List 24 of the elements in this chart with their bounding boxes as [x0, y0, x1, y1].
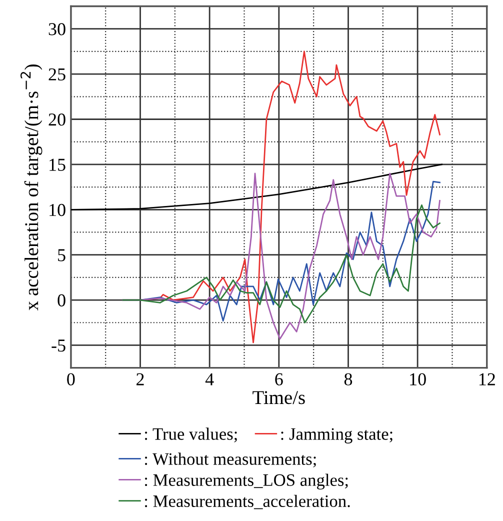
legend-label: : Jamming state;: [281, 428, 392, 444]
y-axis-title: x acceleration of target/(m·s$^{−2}$): [20, 64, 42, 310]
x-tick-label: 12: [479, 373, 495, 386]
legend-label: : Measurements_LOS angles;: [145, 474, 348, 490]
x-tick-label: 4: [205, 373, 214, 386]
y-tick-label: 0: [58, 294, 66, 306]
y-tick-label: 5: [58, 249, 66, 262]
y-tick-label: 10: [50, 204, 66, 216]
y-tick-label: 30: [48, 23, 66, 36]
x-axis-title: Time/s: [252, 391, 305, 404]
x-tick-label: 10: [410, 373, 426, 386]
legend-label: : True values;: [145, 428, 237, 442]
y-tick-label: 15: [50, 158, 66, 171]
x-tick-label: 0: [67, 373, 75, 386]
y-tick-label: 25: [48, 68, 66, 80]
x-tick-label: 2: [136, 373, 144, 386]
line-series: [70, 164, 443, 210]
x-tick-label: 8: [344, 373, 352, 386]
y-tick-label: -5: [52, 340, 66, 352]
legend-label: : Without measurements;: [145, 452, 316, 468]
y-tick-label: 20: [48, 114, 66, 126]
x-tick-label: 6: [275, 373, 283, 386]
legend-label: : Measurements_acceleration.: [145, 494, 350, 510]
line-series: [122, 204, 440, 324]
